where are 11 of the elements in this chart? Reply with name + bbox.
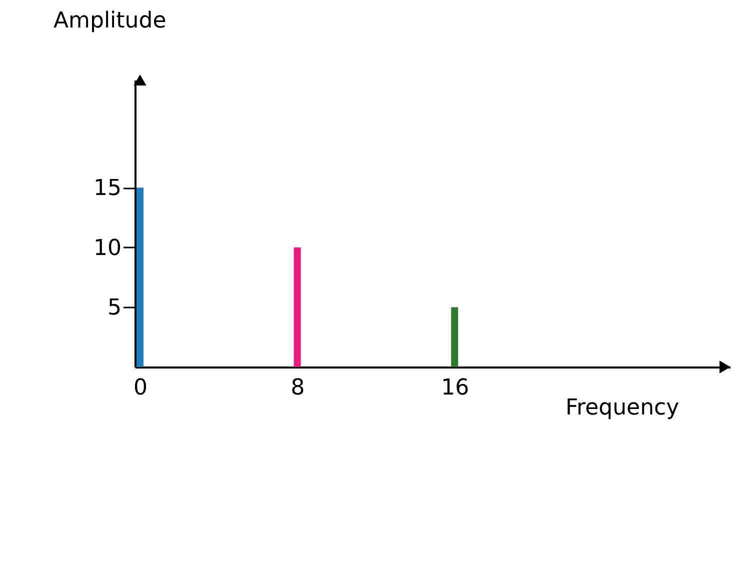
bar [136, 188, 144, 367]
bar [294, 247, 301, 367]
x-tick-label: 16 [441, 376, 470, 400]
x-tick-label: 0 [134, 376, 148, 400]
y-tick-label: 10 [94, 236, 122, 261]
x-axis-title: Frequency [566, 396, 680, 420]
bar [451, 307, 458, 367]
y-tick-label: 15 [94, 176, 122, 202]
y-tick-label: 5 [108, 296, 122, 321]
y-axis-title: Amplitude [54, 8, 166, 34]
x-tick-label: 8 [290, 376, 305, 400]
